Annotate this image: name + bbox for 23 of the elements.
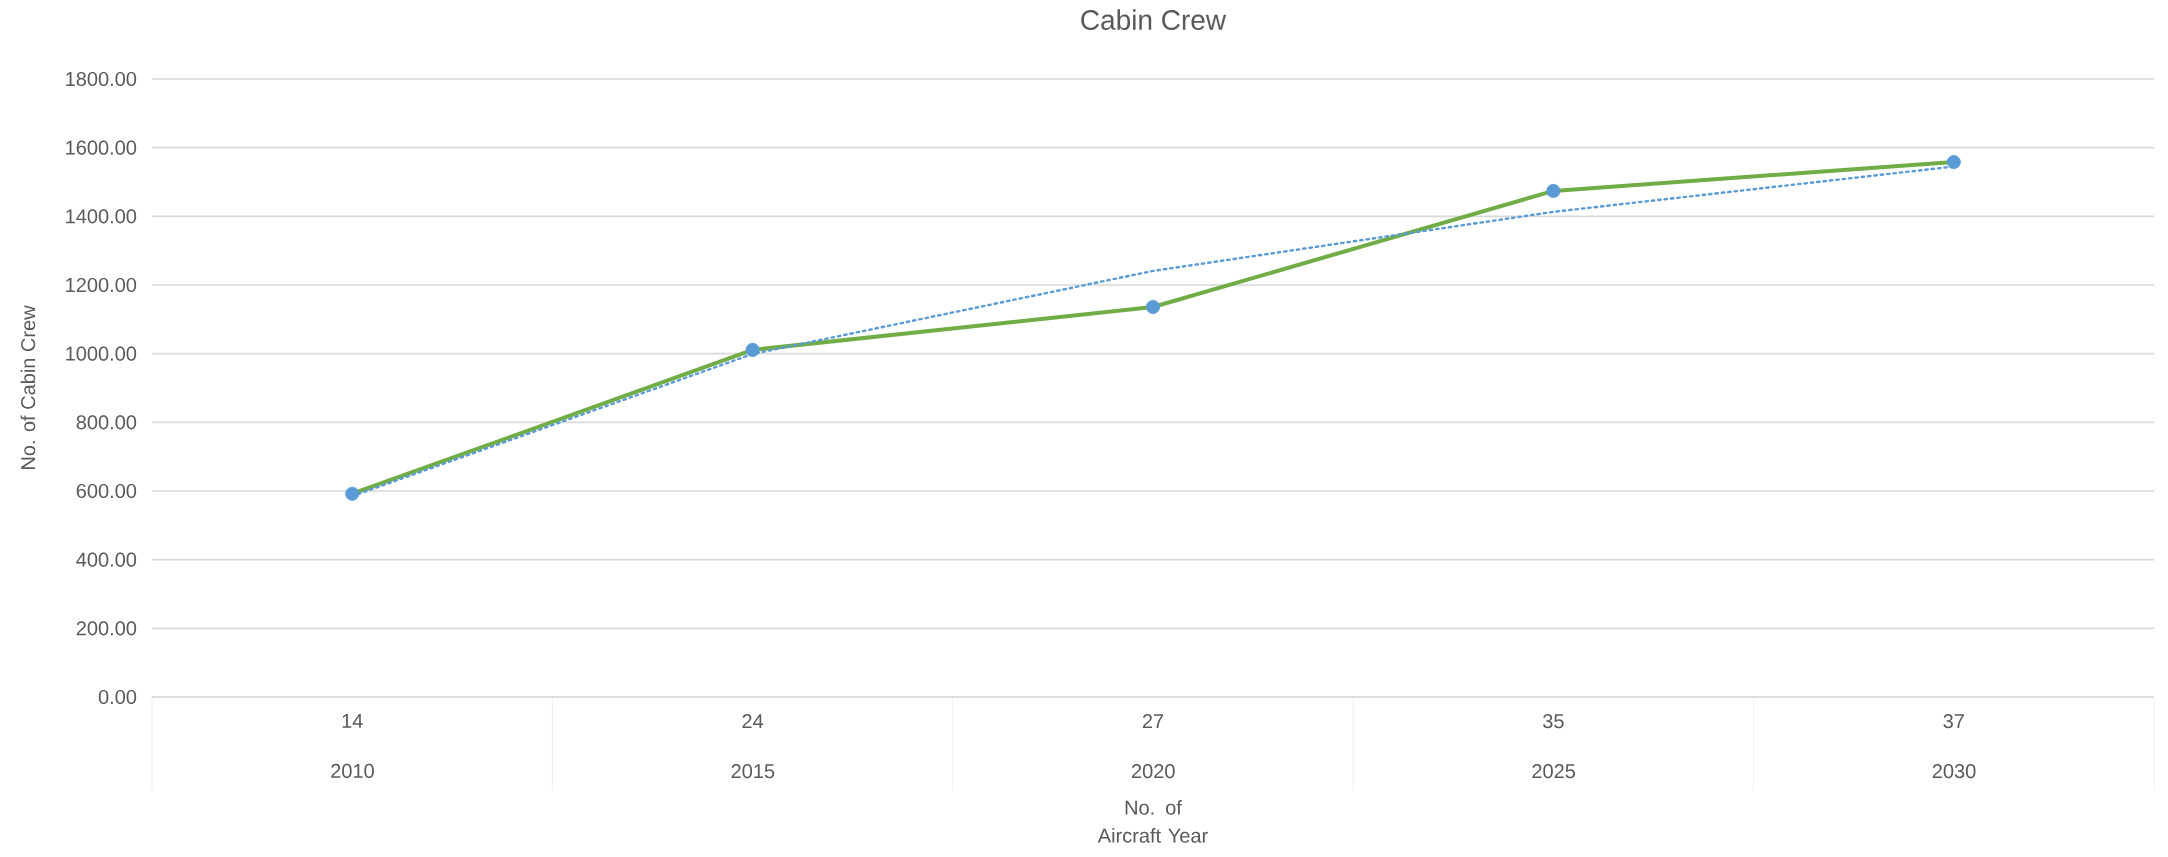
y-tick-label: 1200.00 [66, 277, 137, 293]
category-label: 14 2010 [331, 714, 374, 779]
category-label: 24 2015 [731, 714, 775, 779]
y-tick-label: 200.00 [76, 621, 137, 636]
y-tick-label: 600.00 [76, 483, 137, 499]
point [745, 342, 760, 357]
y-tick-label: 400.00 [76, 552, 137, 567]
y-tick-label: 1800.00 [66, 71, 137, 87]
category-label: 35 2025 [1532, 714, 1576, 779]
point [345, 486, 360, 501]
x-axis-title: No. of Aircraft Year [1097, 800, 1208, 843]
y-tick-label: 1000.00 [66, 346, 137, 361]
y-tick-label: 0.00 [98, 689, 137, 705]
category-label: 27 2020 [1131, 714, 1175, 779]
chart-title: Cabin Crew [1081, 9, 1227, 30]
y-axis-title: No. of Cabin Crew [20, 305, 36, 469]
y-tick-label: 800.00 [76, 415, 137, 430]
y-tick-label: 1600.00 [66, 140, 137, 155]
category-label: 37 2030 [1932, 714, 1976, 779]
point [1145, 299, 1160, 314]
point [1946, 155, 1961, 170]
point [1546, 183, 1561, 198]
y-tick-label: 1400.00 [66, 209, 137, 224]
